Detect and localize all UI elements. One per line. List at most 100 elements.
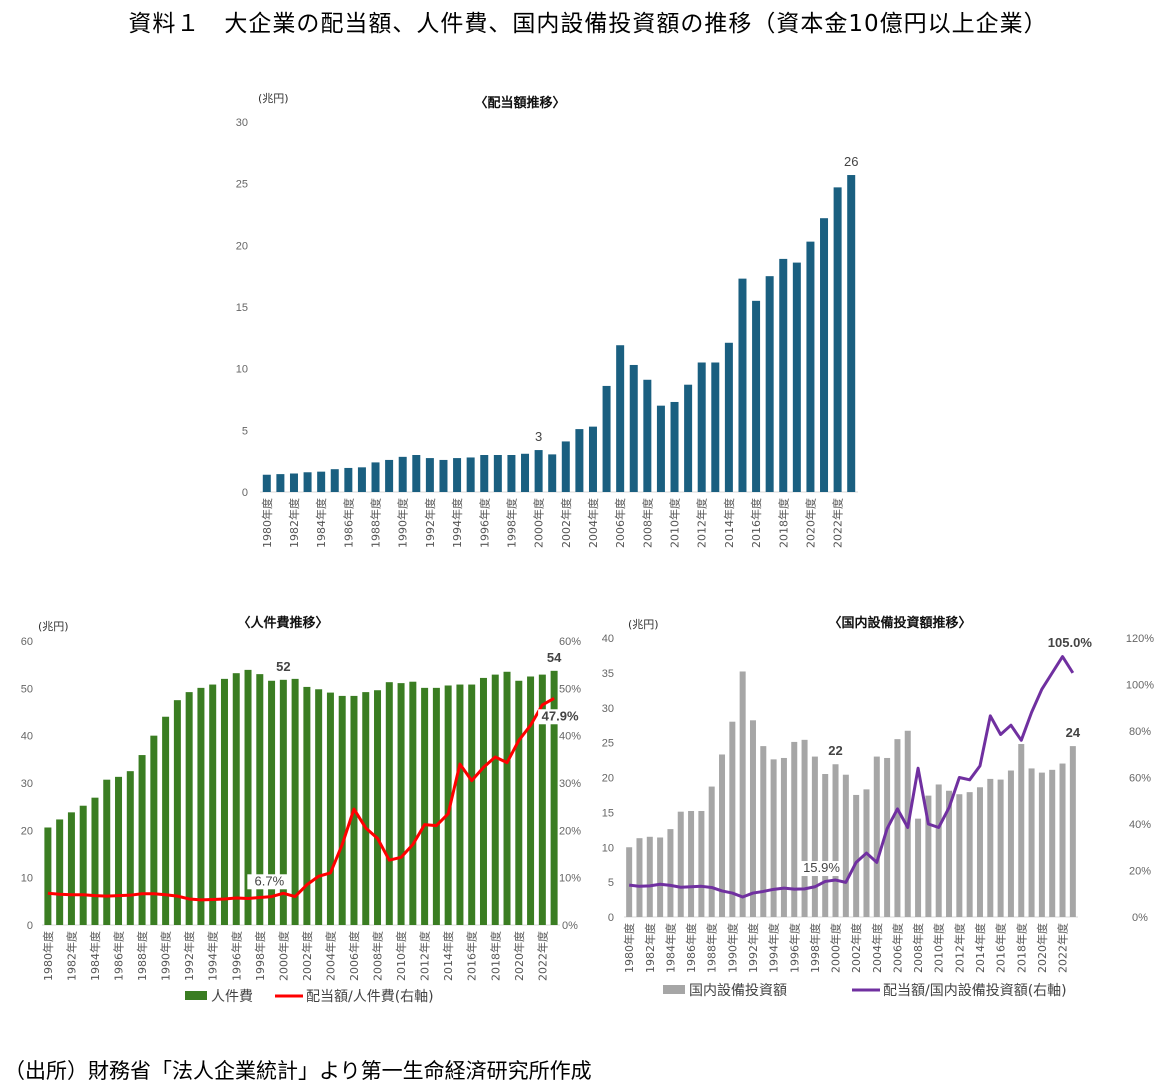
data-label: 22 — [828, 743, 842, 758]
bar-2012 — [956, 794, 963, 917]
bar-2020 — [806, 241, 815, 492]
x-tick-label: 1984年度 — [314, 498, 328, 548]
bar-1998 — [811, 756, 818, 917]
bar-2004 — [873, 756, 880, 917]
x-tick-label: 1988年度 — [705, 923, 719, 973]
bar-2011 — [684, 384, 693, 492]
bar-2022 — [538, 674, 546, 925]
data-label: 52 — [276, 659, 290, 674]
bar-1999 — [822, 774, 829, 917]
x-tick-label: 2014年度 — [722, 498, 736, 548]
x-tick-label: 1986年度 — [112, 931, 126, 981]
y-tick-label: 20 — [21, 825, 33, 837]
bar-2013 — [711, 362, 720, 492]
x-tick-label: 2004年度 — [323, 931, 337, 981]
legend-label-line: 配当額/国内設備投資額(右軸) — [883, 983, 1067, 999]
bar-2012 — [697, 362, 706, 492]
bar-2000 — [534, 450, 543, 492]
data-label: 54 — [547, 650, 562, 665]
chart-title: 〈配当額推移〉 — [474, 95, 565, 111]
x-tick-label: 1986年度 — [341, 498, 355, 548]
line-data-label: 105.0% — [1048, 635, 1093, 650]
x-tick-label: 2000年度 — [829, 923, 843, 973]
bar-1992 — [425, 458, 434, 492]
bar-2002 — [561, 441, 570, 492]
y-tick-label: 50 — [21, 683, 33, 695]
bar-2003 — [315, 689, 323, 925]
x-tick-label: 1988年度 — [369, 498, 383, 548]
bar-1993 — [760, 746, 767, 917]
line-data-label: 47.9% — [542, 708, 579, 723]
x-tick-label: 1996年度 — [229, 931, 243, 981]
line-label-bg — [538, 709, 581, 725]
x-tick-label: 1990年度 — [396, 498, 410, 548]
line-data-label: 6.7% — [255, 873, 285, 888]
bar-1980 — [262, 474, 271, 492]
y-tick-label: 40 — [21, 731, 33, 743]
data-label: 26 — [844, 154, 858, 169]
bar-2004 — [588, 426, 597, 492]
bar-2021 — [820, 218, 829, 492]
x-tick-label: 1996年度 — [477, 498, 491, 548]
y-tick-label: 60 — [21, 636, 33, 648]
x-tick-label: 1980年度 — [260, 498, 274, 548]
bar-1987 — [698, 810, 705, 917]
bar-2004 — [326, 692, 334, 925]
bar-1993 — [439, 459, 448, 492]
x-tick-label: 1994年度 — [206, 931, 220, 981]
y2-tick-label: 20% — [559, 825, 581, 837]
bar-1996 — [480, 455, 489, 492]
bar-2021 — [1049, 769, 1056, 917]
bar-2022 — [833, 187, 842, 492]
y-tick-label: 10 — [236, 364, 248, 376]
bar-1984 — [91, 797, 99, 925]
x-tick-label: 2016年度 — [749, 498, 763, 548]
bar-2015 — [456, 684, 464, 925]
bar-2009 — [656, 405, 665, 492]
bar-2010 — [397, 683, 405, 925]
bar-2002 — [303, 686, 311, 925]
x-tick-label: 1998年度 — [253, 931, 267, 981]
x-tick-label: 2002年度 — [300, 931, 314, 981]
bar-1991 — [412, 455, 421, 492]
bar-2016 — [752, 300, 761, 492]
bar-1997 — [493, 455, 502, 492]
x-tick-label: 1980年度 — [622, 923, 636, 973]
bar-2001 — [842, 774, 849, 917]
x-tick-label: 2008年度 — [371, 931, 385, 981]
bar-1995 — [220, 678, 228, 925]
chart-title: 〈人件費推移〉 — [237, 615, 328, 631]
page-title: 資料１ 大企業の配当額、人件費、国内設備投資額の推移（資本金10億円以上企業） — [128, 11, 1048, 37]
bar-2008 — [643, 379, 652, 492]
chart-title: 〈国内設備投資額推移〉 — [828, 615, 971, 631]
bar-2000 — [832, 764, 839, 917]
bar-1998 — [507, 455, 516, 492]
bar-1981 — [276, 474, 285, 492]
x-tick-label: 2018年度 — [776, 498, 790, 548]
bar-2011 — [409, 681, 417, 925]
bar-1996 — [791, 741, 798, 917]
bar-2005 — [884, 757, 891, 917]
unit-label: (兆円) — [258, 92, 289, 105]
bar-2018 — [779, 258, 788, 492]
x-tick-label: 1984年度 — [88, 931, 102, 981]
x-tick-label: 2010年度 — [932, 923, 946, 973]
bar-1981 — [636, 838, 643, 917]
bar-1985 — [103, 779, 111, 925]
bar-2014 — [976, 787, 983, 917]
y-tick-label: 30 — [602, 703, 614, 715]
chart-1: 〈人件費推移〉 (兆円) 0 10 20 30 40 50 60 0% 10% 20% 30% 40% 50… — [21, 615, 581, 1005]
x-tick-label: 2008年度 — [640, 498, 654, 548]
unit-label: (兆円) — [628, 618, 659, 631]
x-tick-label: 2000年度 — [276, 931, 290, 981]
y2-tick-label: 40% — [559, 731, 581, 743]
y-tick-label: 35 — [602, 668, 614, 680]
bar-1987 — [126, 771, 134, 925]
bar-1984 — [317, 471, 326, 492]
bar-2022 — [1059, 763, 1066, 917]
y2-tick-label: 120% — [1126, 633, 1154, 645]
bar-1988 — [138, 755, 146, 925]
bar-1993 — [197, 687, 205, 925]
